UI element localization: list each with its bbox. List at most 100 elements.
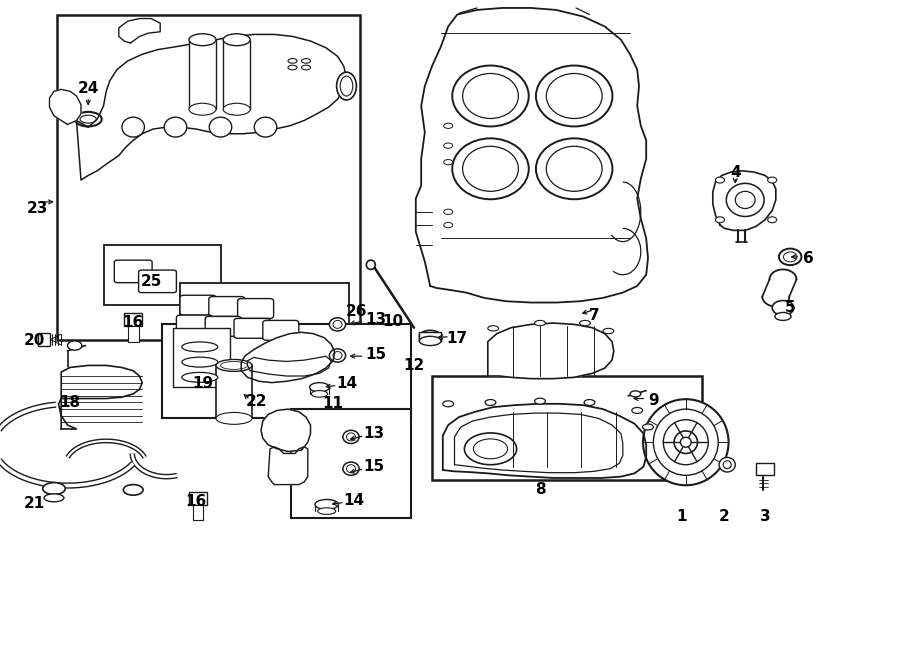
Bar (162, 324, 411, 418)
Ellipse shape (463, 73, 518, 118)
Ellipse shape (343, 430, 359, 444)
Bar (189, 40, 216, 109)
Text: 13: 13 (363, 426, 384, 441)
Ellipse shape (680, 437, 691, 448)
Ellipse shape (44, 494, 64, 502)
Ellipse shape (632, 407, 643, 413)
Ellipse shape (768, 177, 777, 183)
Text: 21: 21 (23, 496, 45, 510)
Ellipse shape (288, 59, 297, 64)
Ellipse shape (311, 391, 328, 397)
Ellipse shape (223, 103, 250, 115)
Ellipse shape (302, 66, 310, 70)
Ellipse shape (724, 461, 731, 469)
Text: 6: 6 (803, 251, 814, 265)
Ellipse shape (43, 483, 65, 495)
Ellipse shape (603, 328, 614, 334)
Ellipse shape (485, 399, 496, 405)
Ellipse shape (189, 103, 216, 115)
Ellipse shape (75, 112, 102, 126)
Ellipse shape (768, 217, 777, 222)
Ellipse shape (716, 217, 724, 222)
Bar (38, 333, 50, 346)
Ellipse shape (182, 342, 218, 352)
Ellipse shape (343, 462, 359, 475)
Ellipse shape (182, 357, 218, 367)
Ellipse shape (340, 76, 353, 96)
Polygon shape (76, 34, 346, 180)
Text: 12: 12 (403, 358, 425, 373)
FancyBboxPatch shape (209, 297, 245, 316)
Ellipse shape (419, 330, 441, 342)
Bar (432, 376, 702, 480)
Ellipse shape (735, 191, 755, 209)
Bar (216, 365, 252, 418)
Polygon shape (443, 404, 646, 478)
Text: 18: 18 (59, 395, 81, 410)
FancyBboxPatch shape (176, 315, 212, 335)
Text: 3: 3 (760, 509, 770, 524)
Text: 17: 17 (446, 332, 468, 346)
Bar (756, 463, 774, 475)
Bar (173, 328, 230, 387)
Polygon shape (248, 356, 331, 376)
Text: 9: 9 (648, 393, 659, 408)
Ellipse shape (536, 66, 613, 126)
Ellipse shape (164, 117, 187, 137)
Bar (128, 326, 139, 342)
Ellipse shape (329, 318, 346, 331)
Ellipse shape (546, 73, 602, 118)
Polygon shape (241, 332, 335, 383)
FancyBboxPatch shape (180, 295, 216, 315)
Ellipse shape (444, 123, 453, 128)
Ellipse shape (473, 439, 508, 459)
Ellipse shape (775, 312, 791, 320)
FancyBboxPatch shape (234, 318, 270, 338)
Ellipse shape (453, 138, 529, 199)
Ellipse shape (716, 177, 724, 183)
Ellipse shape (337, 72, 356, 100)
Ellipse shape (288, 66, 297, 70)
Text: 23: 23 (27, 201, 49, 216)
Ellipse shape (318, 508, 336, 514)
Text: 22: 22 (246, 395, 267, 409)
Text: 16: 16 (122, 315, 144, 330)
Text: 2: 2 (719, 509, 730, 524)
Ellipse shape (783, 252, 797, 261)
Ellipse shape (453, 66, 529, 126)
Ellipse shape (580, 320, 590, 326)
Bar (104, 245, 220, 305)
Text: 20: 20 (23, 333, 45, 348)
Ellipse shape (366, 260, 375, 269)
Text: 14: 14 (343, 493, 364, 508)
Text: 13: 13 (365, 312, 387, 326)
Ellipse shape (444, 143, 453, 148)
Ellipse shape (209, 117, 232, 137)
Text: 19: 19 (192, 377, 213, 391)
Ellipse shape (302, 59, 310, 64)
Ellipse shape (216, 412, 252, 424)
Polygon shape (488, 323, 614, 379)
Text: 25: 25 (140, 274, 162, 289)
FancyBboxPatch shape (114, 260, 152, 283)
Ellipse shape (310, 383, 329, 392)
FancyBboxPatch shape (205, 316, 241, 336)
Ellipse shape (444, 209, 453, 214)
Bar (419, 332, 441, 341)
Ellipse shape (726, 183, 764, 216)
Text: 4: 4 (730, 165, 741, 179)
Ellipse shape (443, 401, 454, 406)
Ellipse shape (333, 320, 342, 328)
Text: 15: 15 (363, 459, 384, 474)
Text: 8: 8 (536, 483, 546, 497)
Ellipse shape (419, 336, 441, 346)
Ellipse shape (535, 398, 545, 404)
Polygon shape (119, 19, 160, 43)
Ellipse shape (546, 146, 602, 191)
Ellipse shape (674, 431, 698, 453)
Polygon shape (50, 89, 81, 124)
Ellipse shape (189, 34, 216, 46)
Ellipse shape (182, 373, 218, 383)
Ellipse shape (630, 391, 641, 397)
Ellipse shape (346, 465, 356, 473)
